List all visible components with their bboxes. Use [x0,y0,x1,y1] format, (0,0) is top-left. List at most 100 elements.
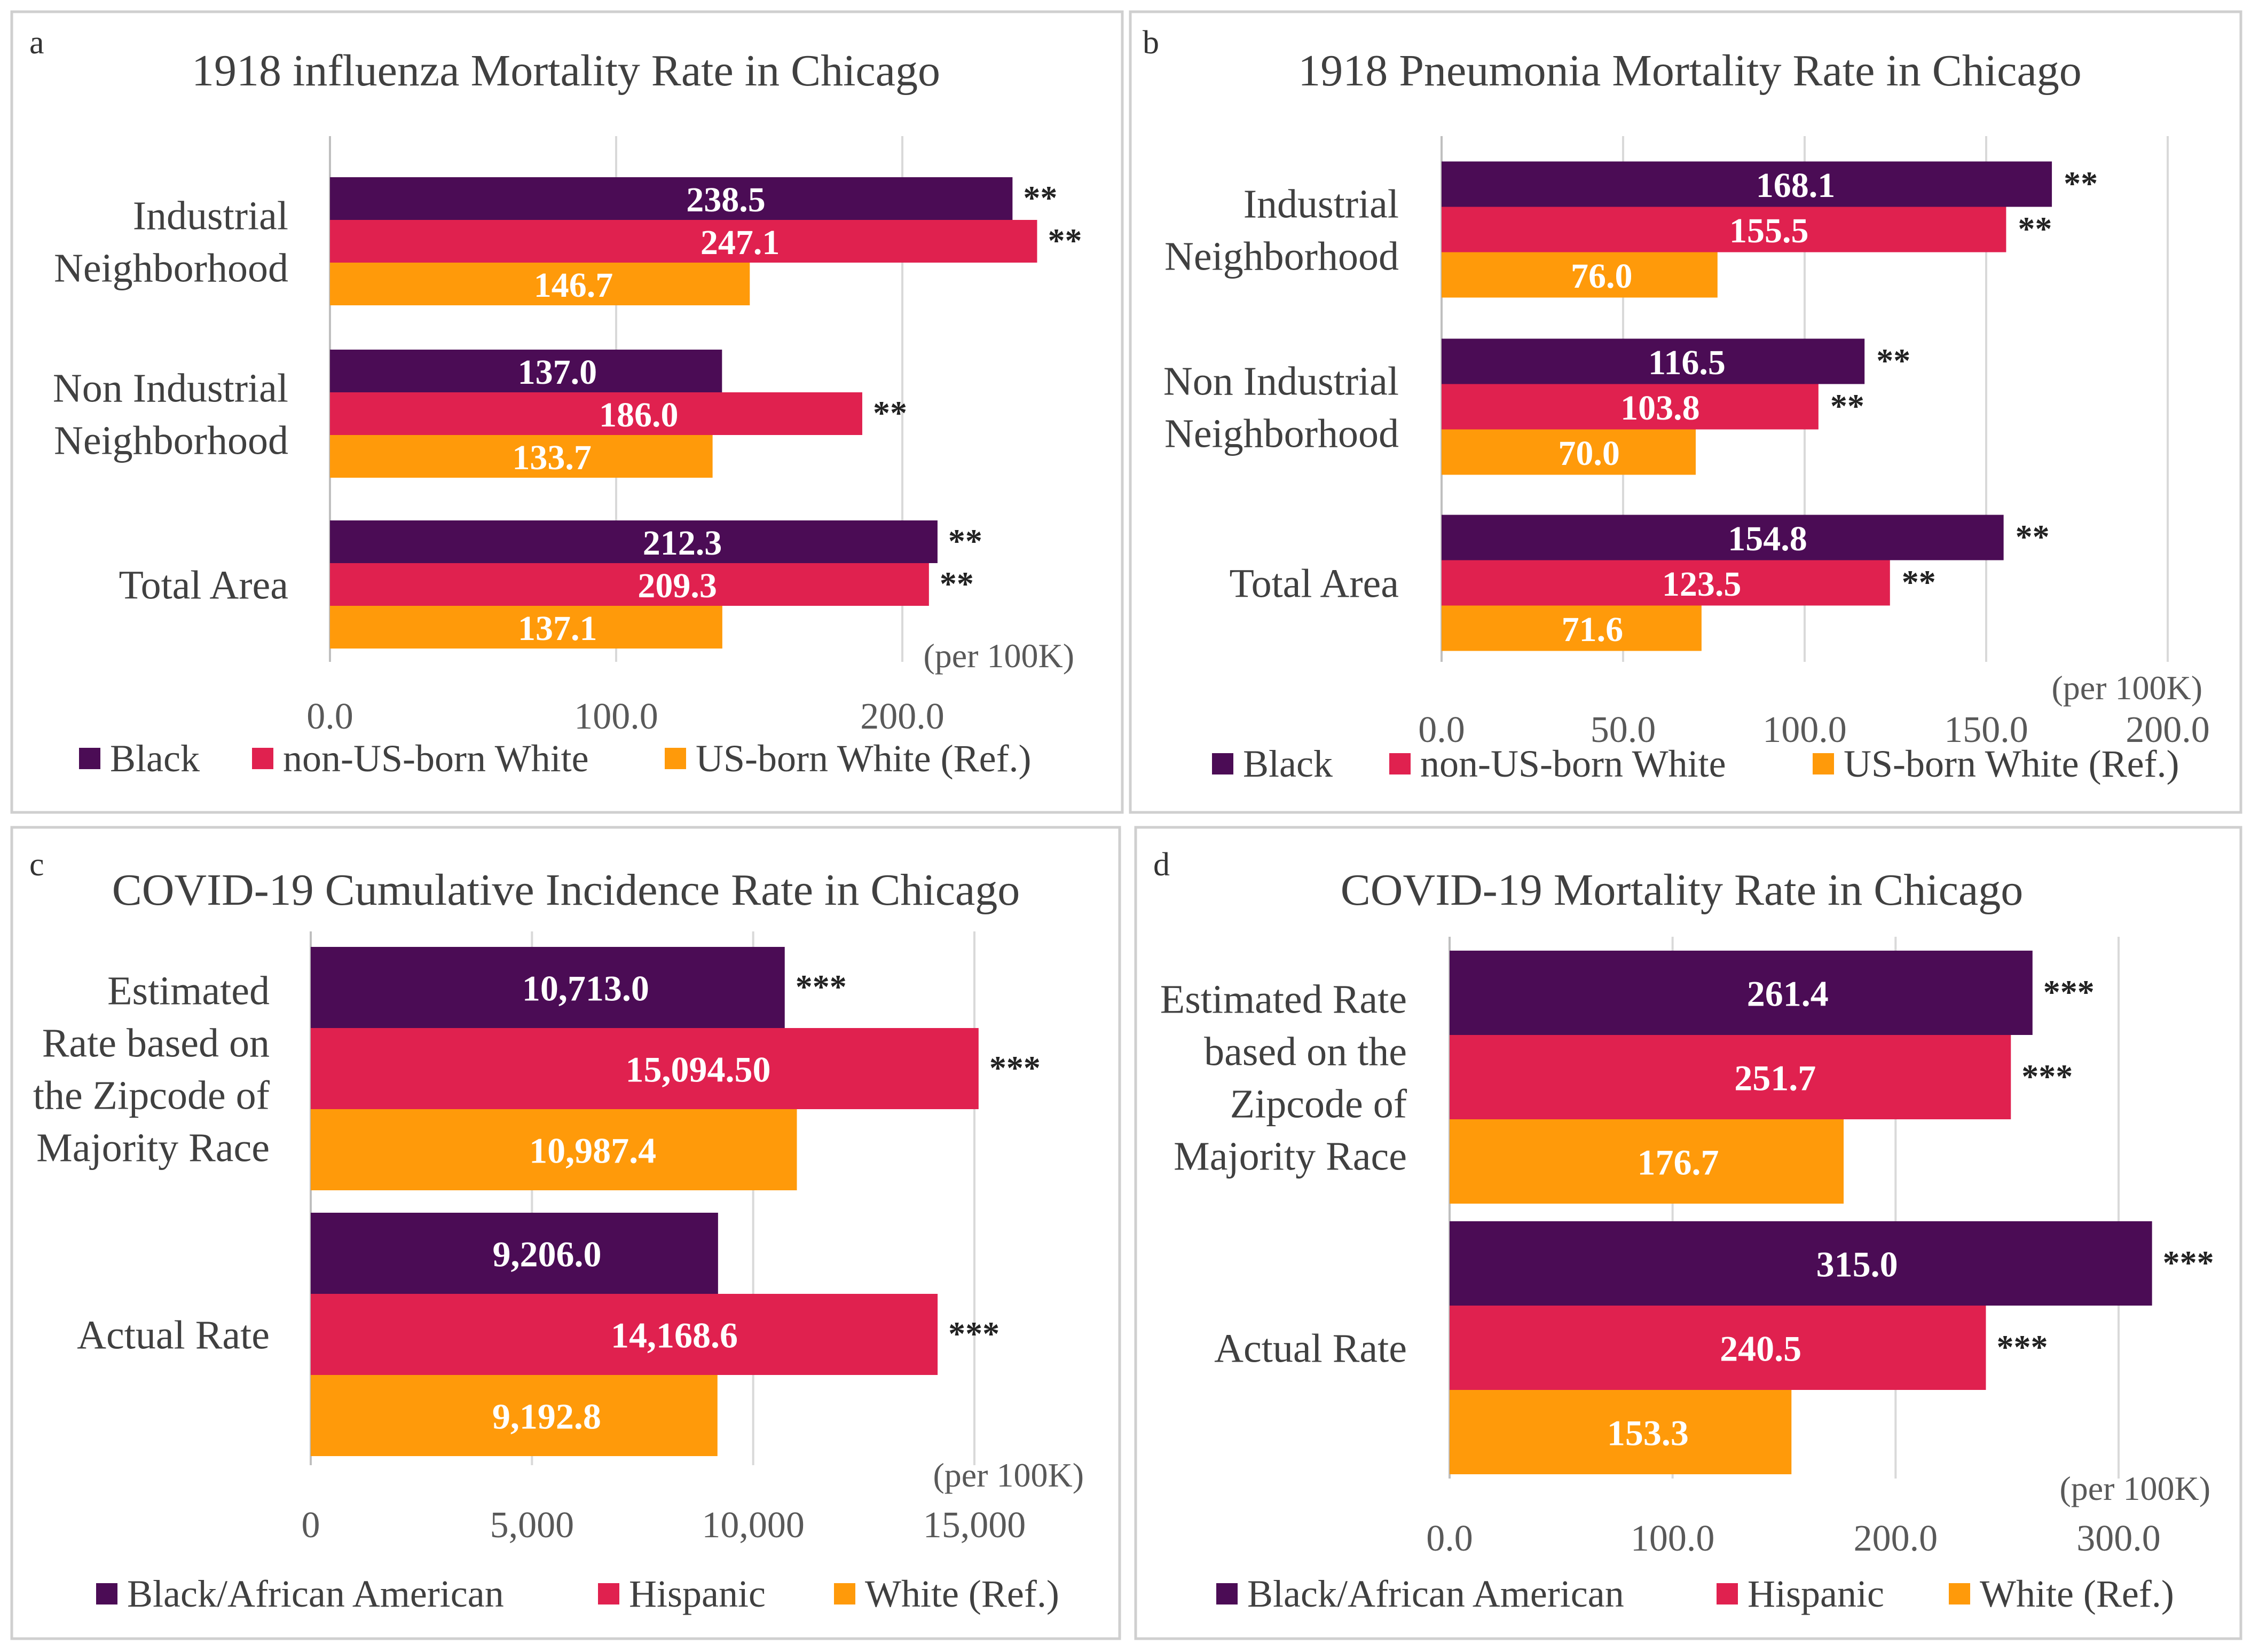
significance-marker: *** [2163,1244,2214,1282]
data-label: 103.8 [1620,389,1700,428]
legend-label: Black/African American [1247,1572,1624,1615]
x-tick-label: 150.0 [1944,709,2028,750]
legend-label: US-born White (Ref.) [696,737,1032,780]
data-label: 315.0 [1816,1244,1898,1284]
data-label: 251.7 [1734,1057,1816,1098]
data-label: 15,094.50 [625,1049,770,1089]
data-label: 70.0 [1558,434,1620,473]
significance-marker: *** [948,1315,999,1353]
legend-label: Black/African American [127,1572,504,1615]
legend-swatch [598,1583,619,1604]
data-label: 153.3 [1607,1412,1689,1453]
data-label: 14,168.6 [611,1315,738,1355]
x-tick-label: 50.0 [1591,709,1656,750]
significance-marker: *** [1996,1328,2048,1366]
chart-title: 1918 Pneumonia Mortality Rate in Chicago [1298,46,2081,96]
panel-c: c COVID-19 Cumulative Incidence Rate in C… [10,826,1121,1640]
data-label: 137.1 [518,609,597,648]
legend-label: White (Ref.) [1980,1572,2174,1615]
legend-swatch [1813,753,1834,774]
x-tick-label: 15,000 [923,1505,1026,1546]
data-label: 137.0 [518,353,597,392]
legend-label: Hispanic [629,1572,766,1615]
legend-label: Black [1243,742,1333,785]
category-label: Non Industrial Neighborhood [1163,359,1399,456]
significance-marker: ** [1876,342,1910,380]
data-label: 186.0 [599,396,679,434]
bar [1450,1035,2011,1119]
category-label: Non Industrial Neighborhood [53,366,288,463]
bar [1450,1390,1792,1474]
significance-marker: ** [1830,387,1864,425]
data-label: 133.7 [512,438,592,477]
significance-marker: ** [948,522,982,560]
category-label: Estimated Rate based on the Zipcode of Majo… [33,969,270,1171]
panel-a: a 1918 influenza Mortality Rate in Chicag… [10,10,1124,814]
x-tick-label: 10,000 [702,1505,805,1546]
unit-note: (per 100K) [933,1456,1084,1494]
bar [1442,605,1702,651]
bar [330,520,938,563]
unit-note: (per 100K) [2059,1469,2210,1507]
data-label: 209.3 [637,566,717,605]
x-tick-label: 100.0 [574,696,658,737]
bar [330,392,862,435]
data-label: 247.1 [701,223,780,262]
data-label: 116.5 [1648,343,1726,382]
unit-note: (per 100K) [2051,669,2202,707]
chart-title: COVID-19 Cumulative Incidence Rate in Ch… [112,865,1020,915]
bar [311,1109,797,1190]
significance-marker: *** [2021,1057,2073,1095]
data-label: 155.5 [1729,211,1809,250]
bar [311,1028,979,1109]
significance-marker: ** [2064,164,2098,202]
bar [330,606,722,649]
legend-swatch [665,748,686,769]
panel-letter: d [1153,847,1170,883]
bar [330,563,929,606]
data-label: 10,713.0 [522,968,649,1008]
panel-d: d COVID-19 Mortality Rate in Chicago 0.0 10… [1134,826,2242,1640]
category-label: Actual Rate [77,1313,270,1358]
significance-marker: ** [940,565,974,603]
significance-marker: ** [2016,518,2050,556]
chart-title: COVID-19 Mortality Rate in Chicago [1341,865,2023,915]
data-label: 123.5 [1662,565,1742,604]
x-tick-label: 0.0 [306,696,353,737]
legend-swatch [1212,753,1233,774]
bar [1442,429,1696,475]
x-tick-label: 200.0 [1854,1518,1938,1559]
bar [1442,338,1865,384]
significance-marker: *** [989,1049,1041,1087]
data-label: 9,192.8 [492,1396,601,1436]
category-label: Industrial Neighborhood [54,194,288,291]
category-label: Total Area [119,563,288,608]
unit-note: (per 100K) [923,637,1074,675]
data-label: 76.0 [1571,257,1633,296]
data-label: 9,206.0 [492,1234,601,1274]
legend-label: Hispanic [1748,1572,1884,1615]
x-tick-label: 5,000 [490,1505,574,1546]
bar [1442,515,2004,560]
chart-title: 1918 influenza Mortality Rate in Chicago [192,46,940,96]
data-label: 240.5 [1720,1328,1801,1369]
significance-marker: ** [1023,179,1057,217]
legend-label: non-US-born White [283,737,589,780]
category-label: Actual Rate [1214,1326,1407,1371]
data-label: 261.4 [1747,973,1829,1014]
data-label: 168.1 [1756,166,1836,205]
bar [1450,1119,1844,1204]
data-label: 154.8 [1728,519,1807,558]
bar [330,220,1037,263]
bar [311,947,785,1028]
panel-letter: c [29,847,44,883]
bar [1442,560,1890,606]
bar [1442,207,2006,252]
bar [330,263,750,305]
category-label: Total Area [1229,562,1399,606]
x-tick-label: 0.0 [1426,1518,1473,1559]
data-label: 71.6 [1562,610,1624,649]
x-tick-label: 100.0 [1762,709,1847,750]
bar [311,1294,938,1375]
legend-label: White (Ref.) [865,1572,1059,1615]
